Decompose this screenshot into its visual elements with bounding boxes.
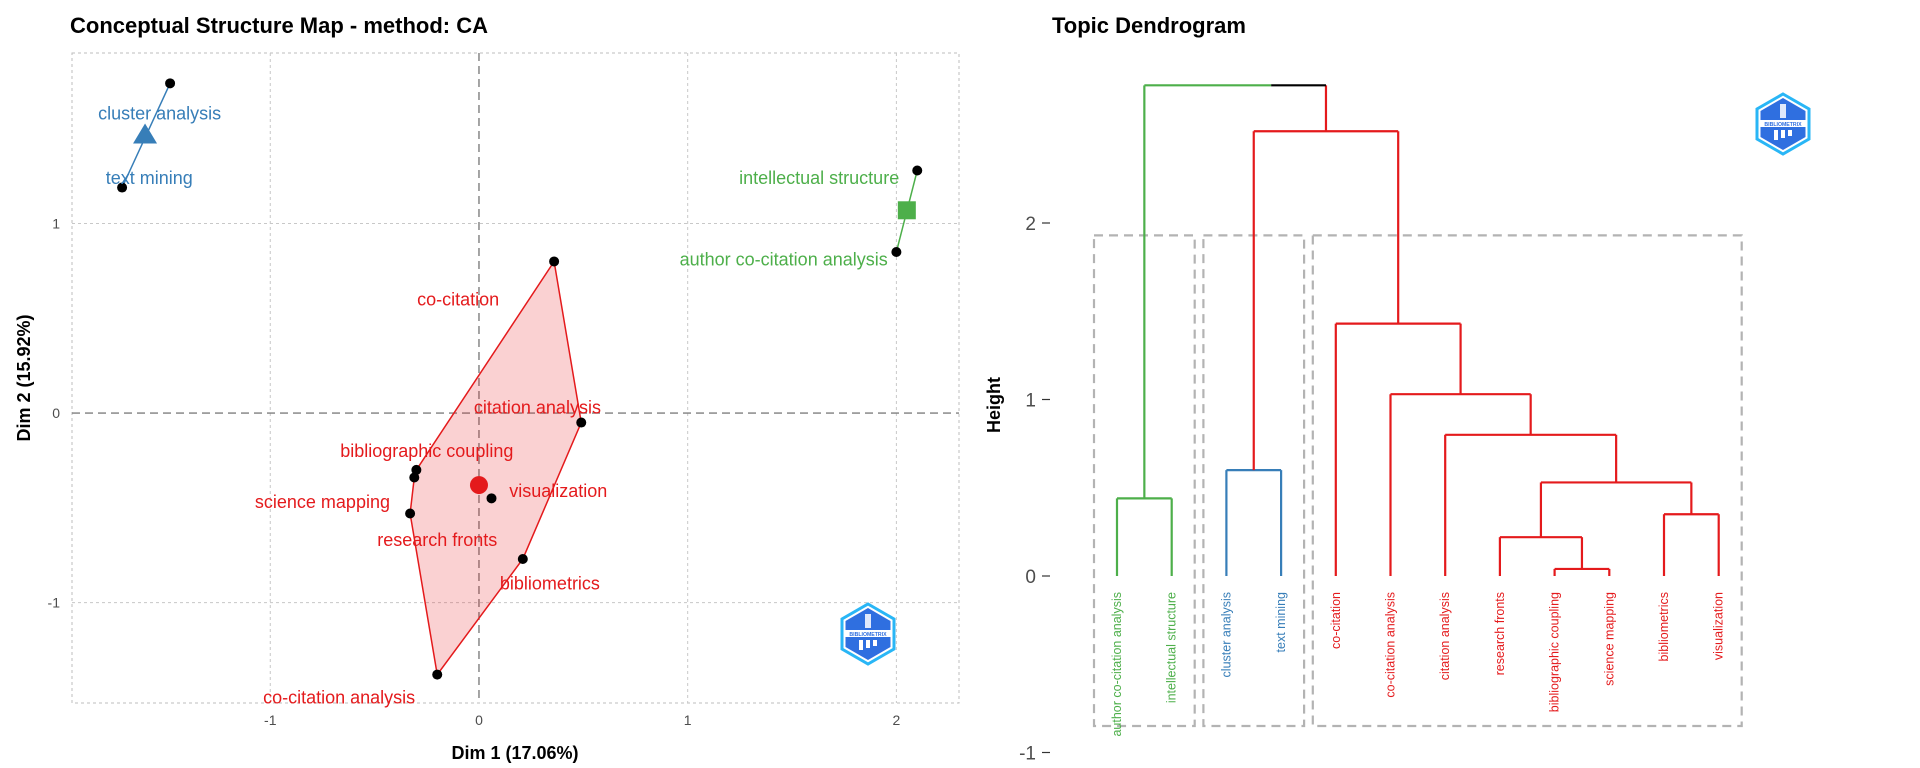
ca-point-bibliometrics [517, 553, 528, 564]
ca-label-author-co-citation-analysis: author co-citation analysis [680, 250, 888, 270]
ca-grid [72, 53, 959, 703]
ca-label-bibliometrics: bibliometrics [500, 574, 600, 594]
ca-point-research-fronts [409, 472, 420, 483]
dendrogram-leaf-text-mining: text mining [1274, 592, 1288, 652]
ca-title: Conceptual Structure Map - method: CA [70, 13, 488, 38]
dendrogram-leaf-labels: author co-citation analysis intellectual … [1110, 592, 1726, 737]
logo-band [844, 630, 892, 637]
ca-centroid [897, 201, 916, 220]
ca-cluster-hull [409, 259, 583, 677]
ca-point-author-co-citation-analysis [891, 246, 902, 257]
ca-point-intellectual-structure [912, 165, 923, 176]
ca-y-tick-label: -1 [48, 595, 61, 611]
ca-point-co-citation-analysis [432, 669, 443, 680]
ca-label-bibliographic-coupling: bibliographic coupling [340, 441, 513, 461]
dendrogram-leaf-author-co-citation-analysis: author co-citation analysis [1110, 592, 1124, 737]
ca-point-bibliographic-coupling [411, 464, 422, 475]
ca-x-tick-label: -1 [264, 712, 277, 728]
dendrogram-leaf-intellectual-structure: intellectual structure [1165, 592, 1179, 703]
dendrogram-leaf-bibliographic-coupling: bibliographic coupling [1548, 592, 1562, 712]
bibliometrix-logo-right: BIBLIOMETRIX [1755, 92, 1811, 156]
conceptual-structure-map: Conceptual Structure Map - method: CA co… [14, 13, 960, 763]
ca-label-text-mining: text mining [106, 168, 193, 188]
dendrogram-y-tick-label: -1 [1019, 744, 1036, 765]
ca-point-citation-analysis [576, 417, 587, 428]
ca-centroid [133, 123, 158, 144]
dendrogram-y-ticks: -1 0 1 2 [1019, 214, 1050, 765]
ca-point-text-mining [117, 182, 128, 193]
ca-label-citation-analysis: citation analysis [474, 397, 601, 417]
ca-x-axis-label: Dim 1 (17.06%) [451, 743, 578, 763]
logo-bar [1774, 130, 1778, 140]
logo-bar [1781, 130, 1785, 138]
ca-point-labels: co-citation citation analysis bibliographi… [98, 104, 899, 708]
dendrogram-y-tick-label: 0 [1025, 567, 1036, 588]
ca-x-tick-label: 2 [892, 712, 900, 728]
logo-band [1759, 120, 1807, 127]
dendrogram-leaf-science-mapping: science mapping [1602, 592, 1616, 686]
ca-label-cluster-analysis: cluster analysis [98, 104, 221, 124]
logo-bar [865, 614, 871, 628]
ca-label-co-citation-analysis: co-citation analysis [263, 687, 415, 707]
ca-point-science-mapping [405, 508, 416, 519]
logo-bar [873, 640, 877, 646]
logo-bar [859, 640, 863, 650]
ca-label-visualization: visualization [509, 481, 607, 501]
ca-label-co-citation: co-citation [417, 289, 499, 309]
ca-y-axis-label: Dim 2 (15.92%) [14, 314, 34, 441]
logo-text: BIBLIOMETRIX [1764, 122, 1802, 128]
logo-bar [866, 640, 870, 648]
dendrogram-leaf-visualization: visualization [1712, 592, 1726, 660]
dendrogram-y-axis-label: Height [984, 377, 1004, 433]
dendrogram-y-tick-label: 2 [1025, 214, 1036, 235]
ca-point-cluster-analysis [165, 78, 176, 89]
dendrogram-leaf-co-citation-analysis: co-citation analysis [1384, 592, 1398, 698]
dendrogram-leaf-research-fronts: research fronts [1493, 592, 1507, 675]
ca-label-research-fronts: research fronts [377, 530, 497, 550]
dendrogram-cluster-boxes [1092, 234, 1743, 728]
dendrogram-leaf-citation-analysis: citation analysis [1438, 592, 1452, 680]
ca-point-co-citation [549, 256, 560, 267]
topic-dendrogram: Topic Dendrogram author co-citation anal… [984, 13, 1811, 765]
dendrogram-links [1115, 84, 1720, 576]
bibliometrix-logo-left: BIBLIOMETRIX [840, 602, 896, 666]
ca-points [117, 78, 923, 680]
dendrogram-cluster-box [1311, 234, 1743, 728]
ca-y-tick-label: 1 [52, 216, 60, 232]
dendrogram-leaf-bibliometrics: bibliometrics [1657, 592, 1671, 661]
logo-bar [1788, 130, 1792, 136]
ca-x-tick-label: 1 [684, 712, 692, 728]
ca-point-visualization [486, 493, 497, 504]
ca-label-intellectual-structure: intellectual structure [739, 168, 899, 188]
logo-text: BIBLIOMETRIX [849, 632, 887, 638]
logo-bar [1780, 104, 1786, 118]
dendrogram-title: Topic Dendrogram [1052, 13, 1246, 38]
ca-label-science-mapping: science mapping [255, 492, 390, 512]
dendrogram-leaf-co-citation: co-citation [1329, 592, 1343, 649]
ca-y-tick-label: 0 [52, 405, 60, 421]
ca-x-tick-label: 0 [475, 712, 483, 728]
ca-ticks: -1 0 1 2 -1 0 1 [48, 216, 901, 728]
dendrogram-y-tick-label: 1 [1025, 391, 1036, 412]
ca-panel-border [71, 52, 960, 704]
dendrogram-leaf-cluster-analysis: cluster analysis [1219, 592, 1233, 677]
ca-centroid [469, 476, 488, 495]
